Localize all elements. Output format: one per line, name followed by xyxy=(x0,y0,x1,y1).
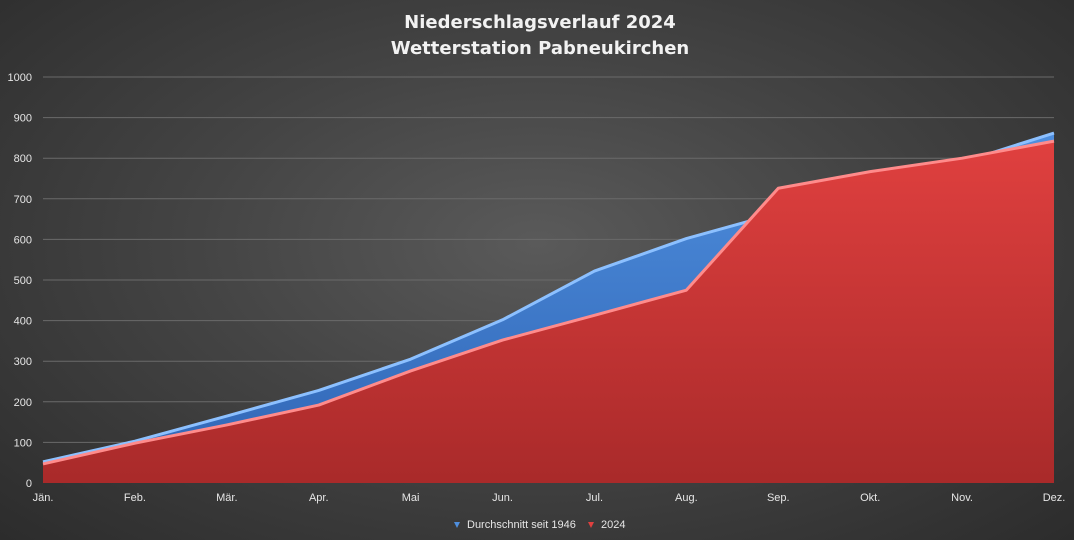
legend-item-2024: 2024 xyxy=(588,519,625,531)
x-tick-label: Mär. xyxy=(216,492,237,504)
x-tick-label: Okt. xyxy=(860,492,880,504)
legend-label: 2024 xyxy=(601,519,625,531)
y-tick-label: 900 xyxy=(14,113,32,125)
x-tick-label: Dez. xyxy=(1043,492,1066,504)
y-tick-label: 200 xyxy=(14,397,32,409)
y-tick-label: 800 xyxy=(14,153,32,165)
series-2024 xyxy=(42,139,1055,483)
x-tick-label: Mai xyxy=(402,492,420,504)
x-tick-label: Jun. xyxy=(492,492,513,504)
chart-subtitle: Wetterstation Pabneukirchen xyxy=(391,38,690,59)
y-tick-label: 300 xyxy=(14,356,32,368)
y-tick-label: 100 xyxy=(14,437,32,449)
legend-label: Durchschnitt seit 1946 xyxy=(467,519,576,531)
y-tick-label: 600 xyxy=(14,234,32,246)
y-tick-label: 1000 xyxy=(8,72,32,84)
area-edge-2024 xyxy=(42,139,1055,466)
y-tick-label: 700 xyxy=(14,194,32,206)
area-2024 xyxy=(43,141,1054,483)
y-axis: 0 100 200 300 400 500 600 700 800 900 1000 xyxy=(8,72,32,490)
y-tick-label: 0 xyxy=(26,478,32,490)
x-tick-label: Jul. xyxy=(586,492,603,504)
y-tick-label: 400 xyxy=(14,316,32,328)
x-tick-label: Apr. xyxy=(309,492,329,504)
x-axis: Jän. Feb. Mär. Apr. Mai Jun. Jul. Aug. Sep. Okt. N… xyxy=(33,492,1066,504)
x-tick-label: Jän. xyxy=(33,492,54,504)
x-tick-label: Nov. xyxy=(951,492,973,504)
gridlines xyxy=(43,76,1054,443)
x-tick-label: Feb. xyxy=(124,492,146,504)
series-areas xyxy=(42,131,1055,483)
x-tick-label: Aug. xyxy=(675,492,698,504)
x-tick-label: Sep. xyxy=(767,492,790,504)
legend: Durchschnitt seit 1946 2024 xyxy=(454,519,625,531)
y-tick-label: 500 xyxy=(14,275,32,287)
legend-item-average: Durchschnitt seit 1946 xyxy=(454,519,576,531)
chart-title: Niederschlagsverlauf 2024 xyxy=(404,12,676,33)
legend-marker-icon xyxy=(588,522,594,528)
legend-marker-icon xyxy=(454,522,460,528)
